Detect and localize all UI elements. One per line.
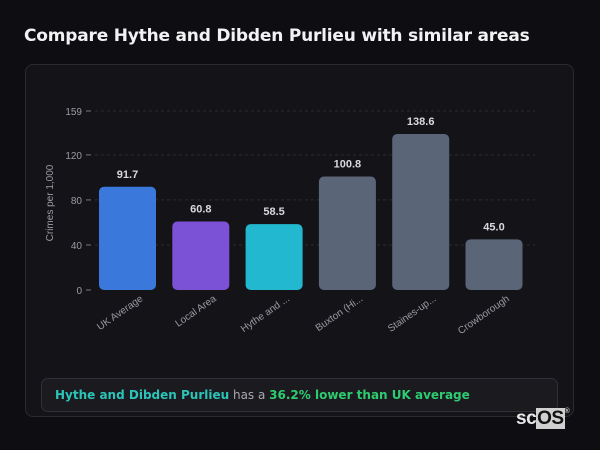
scos-logo: scOS® — [516, 408, 570, 429]
x-tick-label: UK Average — [95, 293, 145, 333]
x-tick-label: Local Area — [173, 293, 218, 329]
bar — [318, 176, 376, 290]
y-tick-label: 80 — [71, 196, 83, 207]
summary-box: Hythe and Dibden Purlieu has a 36.2% low… — [41, 378, 558, 412]
y-tick-label: 159 — [65, 107, 82, 118]
x-tick-label: Crowborough — [456, 293, 511, 336]
value-label: 58.5 — [263, 206, 284, 218]
value-label: 100.8 — [334, 159, 362, 171]
bar — [172, 221, 230, 290]
x-tick-label: Staines-up... — [386, 293, 438, 334]
bar — [392, 133, 450, 290]
x-tick-label: Buxton (Hi... — [314, 293, 365, 334]
x-tick-label: Hythe and ... — [239, 293, 292, 335]
summary-stat: 36.2% lower than UK average — [269, 388, 470, 402]
value-label: 138.6 — [407, 116, 435, 128]
bar — [465, 239, 523, 290]
value-label: 91.7 — [117, 169, 138, 181]
y-tick-label: 120 — [65, 151, 82, 162]
bar — [245, 224, 303, 290]
summary-area: Hythe and Dibden Purlieu — [55, 388, 230, 402]
summary-text: has a — [229, 388, 270, 402]
value-label: 45.0 — [483, 221, 504, 233]
bar — [99, 186, 156, 290]
y-axis-label: Crimes per 1,000 — [45, 164, 56, 241]
value-label: 60.8 — [190, 204, 211, 216]
y-tick-label: 40 — [71, 241, 83, 252]
page-title: Compare Hythe and Dibden Purlieu with si… — [24, 26, 530, 46]
y-tick-label: 0 — [76, 286, 82, 297]
